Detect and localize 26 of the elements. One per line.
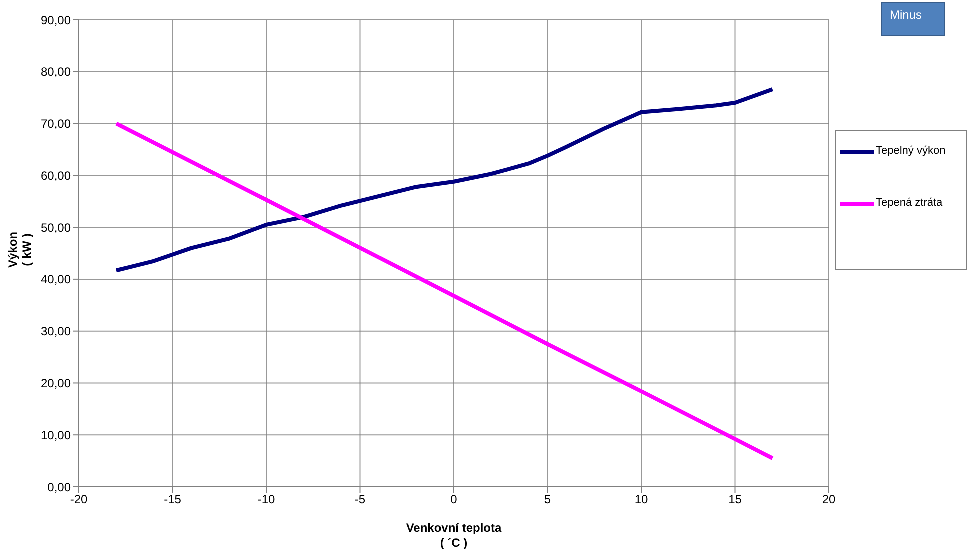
y-tick-label: 40,00	[40, 272, 72, 287]
y-axis-title: Výkon ( kW )	[6, 231, 34, 270]
line-series	[114, 88, 775, 273]
x-axis-title: Venkovní teplota ( ´C )	[405, 521, 503, 551]
y-tick-label: 60,00	[40, 168, 72, 183]
x-tick-label: 15	[728, 492, 742, 507]
y-tick-label: 0,00	[48, 480, 72, 494]
x-tick-label: 0	[450, 492, 458, 507]
button: Minus	[881, 2, 945, 36]
line-series	[114, 122, 775, 460]
y-tick-label: 70,00	[40, 117, 72, 132]
y-tick-label: 10,00	[40, 428, 72, 442]
legend-label: Tepelný výkon	[876, 145, 946, 157]
x-tick-label: -10	[258, 492, 276, 507]
x-tick-label: -20	[70, 492, 88, 507]
y-tick-label: 30,00	[40, 324, 72, 339]
y-tick-label: 50,00	[40, 220, 72, 235]
legend-label: Tepená ztráta	[876, 197, 943, 209]
y-tick-label: 20,00	[40, 376, 72, 390]
x-tick-label: -5	[354, 492, 366, 507]
y-tick-label: 80,00	[40, 65, 72, 80]
x-tick-label: 10	[634, 492, 648, 507]
x-tick-label: 5	[544, 492, 552, 507]
y-tick-label: 90,00	[40, 13, 72, 28]
x-tick-label: 20	[822, 492, 836, 507]
x-tick-label: -15	[164, 492, 182, 507]
